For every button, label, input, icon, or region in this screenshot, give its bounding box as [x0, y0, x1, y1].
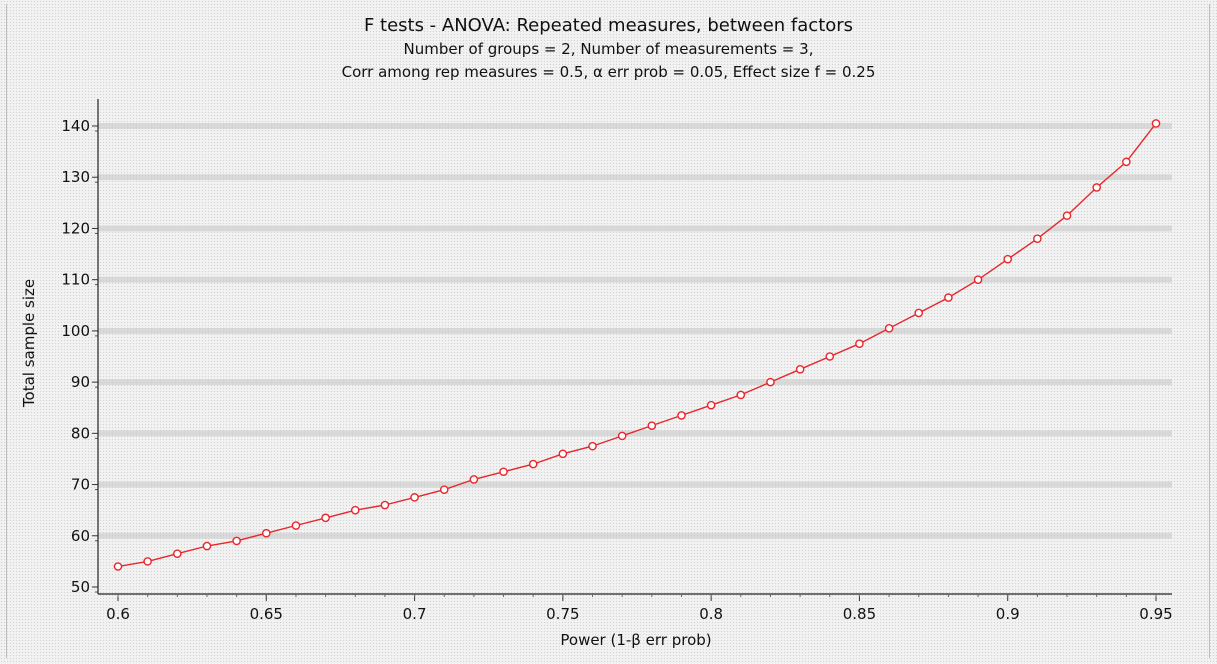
data-point — [410, 493, 419, 502]
y-tick-label: 140 — [61, 117, 90, 135]
chart-frame — [6, 4, 1210, 658]
chart-subtitle-line-1: Number of groups = 2, Number of measurem… — [403, 40, 814, 58]
x-tick-label: 0.8 — [699, 605, 723, 623]
data-point — [113, 562, 123, 571]
data-point — [1003, 254, 1013, 264]
data-point — [439, 485, 449, 494]
data-point — [973, 275, 983, 284]
data-point — [914, 308, 924, 318]
data-point — [795, 365, 805, 374]
data-point — [855, 339, 864, 348]
y-tick-label: 90 — [71, 373, 90, 391]
data-point — [736, 390, 746, 400]
data-point — [202, 541, 212, 551]
data-point — [380, 500, 390, 510]
y-gridline — [98, 481, 1172, 488]
data-point — [291, 521, 301, 530]
chart-title: F tests - ANOVA: Repeated measures, betw… — [363, 15, 854, 36]
data-point — [558, 449, 568, 459]
y-gridline — [98, 379, 1172, 386]
data-point — [647, 421, 657, 430]
y-tick-label: 110 — [61, 271, 90, 289]
grid — [98, 123, 1172, 539]
y-tick-label: 50 — [71, 578, 90, 596]
y-axis-label: Total sample size — [20, 279, 38, 408]
data-point — [766, 377, 775, 387]
data-point — [944, 293, 953, 302]
data-point — [884, 324, 894, 333]
data-point — [1092, 183, 1101, 192]
y-tick-label: 70 — [71, 476, 90, 494]
x-tick-label: 0.7 — [403, 605, 427, 623]
y-tick-label: 130 — [61, 168, 90, 186]
y-tick-label: 120 — [61, 219, 90, 237]
x-tick-label: 0.95 — [1139, 605, 1172, 623]
y-tick-label: 100 — [61, 322, 90, 340]
data-point — [469, 475, 479, 484]
series-line — [117, 122, 1157, 568]
data-point — [499, 467, 508, 477]
data-point — [588, 441, 597, 451]
data-point — [1062, 211, 1072, 220]
data-point — [1151, 119, 1161, 128]
y-gridline — [98, 430, 1172, 437]
data-point — [677, 411, 686, 420]
data-point — [350, 505, 360, 515]
data-point — [1033, 234, 1042, 243]
data-point — [173, 549, 182, 559]
chart-subtitle-line-2: Corr among rep measures = 0.5, α err pro… — [341, 63, 876, 81]
data-point — [528, 459, 538, 469]
y-gridline — [98, 123, 1172, 129]
x-tick-label: 0.6 — [106, 605, 130, 623]
y-tick-label: 60 — [71, 527, 90, 545]
y-gridline — [98, 532, 1172, 539]
data-point — [706, 400, 716, 410]
y-tick-label: 80 — [71, 424, 90, 442]
x-axis-label: Power (1-β err prob) — [560, 631, 711, 649]
data-point — [321, 513, 330, 523]
data-point — [1122, 157, 1131, 167]
data-point — [143, 557, 152, 566]
series-layer — [113, 119, 1161, 571]
chart-title-block: F tests - ANOVA: Repeated measures, betw… — [0, 14, 1217, 84]
y-gridline — [98, 174, 1172, 181]
y-gridline — [98, 276, 1172, 283]
x-tick-label: 0.9 — [996, 605, 1020, 623]
data-point — [261, 528, 271, 538]
data-point — [617, 431, 627, 441]
axes: 50 60 70 80 90 100 110 120 130 140 0.6 0.65 0.7 0.75 0… — [61, 99, 1173, 623]
x-tick-label: 0.65 — [250, 605, 283, 623]
y-gridline — [98, 327, 1172, 334]
x-tick-label: 0.85 — [843, 605, 876, 623]
data-point — [232, 536, 241, 546]
y-gridline — [98, 225, 1172, 232]
x-tick-label: 0.75 — [546, 605, 579, 623]
data-point — [825, 352, 835, 361]
